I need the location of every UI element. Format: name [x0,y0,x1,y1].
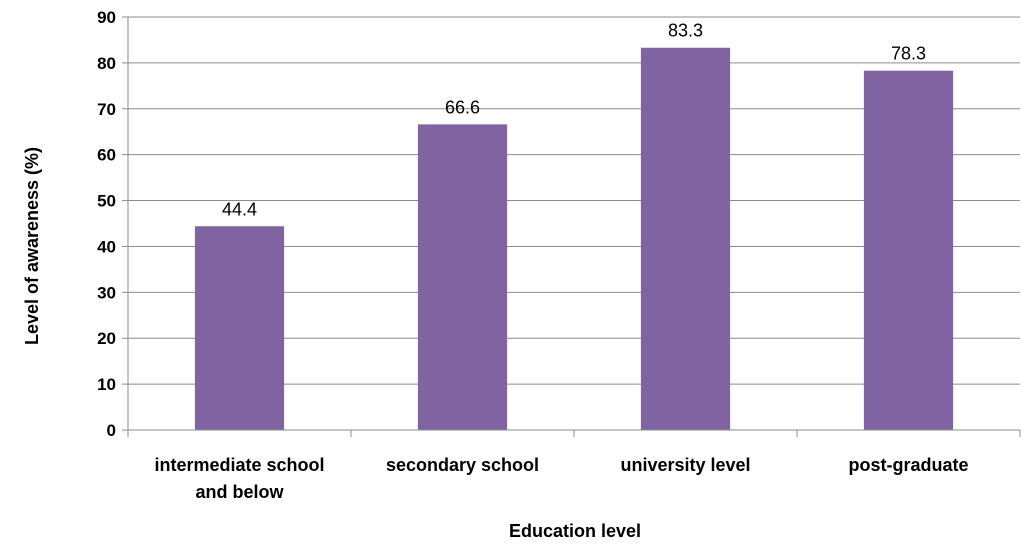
bars [194,47,954,431]
y-tick-label: 80 [97,54,116,73]
x-tick-label: and below [195,482,284,502]
x-tick-label: post-graduate [848,455,968,475]
labels: 0 10 20 30 40 50 60 70 80 90 44.4 intermediate scho… [97,8,968,502]
y-tick-label: 50 [97,192,116,211]
data-label: 44.4 [222,199,257,219]
bar [640,47,731,431]
bar [417,124,508,430]
y-tick-label: 90 [97,8,116,27]
y-tick-label: 30 [97,283,116,302]
bar [863,70,954,430]
y-axis-title: Level of awareness (%) [22,147,42,345]
data-label: 78.3 [891,44,926,64]
y-tick-label: 40 [97,237,116,256]
data-label: 83.3 [668,21,703,41]
y-tick-label: 20 [97,329,116,348]
y-tick-label: 70 [97,100,116,119]
y-tick-label: 10 [97,375,116,394]
axes [122,16,1021,437]
x-axis-title: Education level [509,521,641,541]
bar [194,226,285,430]
x-tick-label: secondary school [386,455,539,475]
y-tick-label: 0 [107,421,116,440]
x-tick-label: intermediate school [154,455,324,475]
x-tick-label: university level [620,455,750,475]
data-label: 66.6 [445,97,480,117]
y-tick-label: 60 [97,146,116,165]
